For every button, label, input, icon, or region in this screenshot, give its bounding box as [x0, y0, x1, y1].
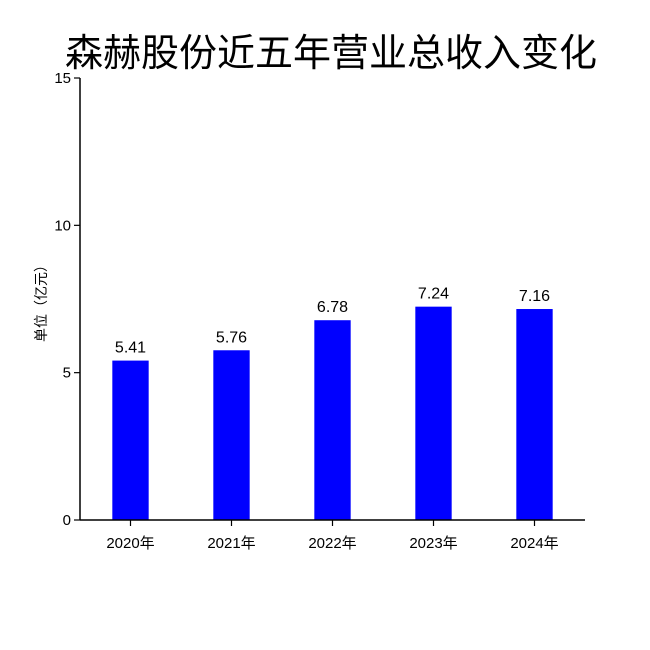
y-tick-label: 0 [63, 512, 71, 529]
y-tick-label: 15 [54, 70, 71, 87]
x-tick-label: 2023年 [409, 535, 457, 552]
bar [213, 350, 250, 520]
plot-area: 0 5 10 15 5.41 2020年 5.76 2021年 6.78 2022年 7.24 202… [54, 70, 558, 552]
bar-value-label: 6.78 [317, 299, 348, 316]
x-tick-label: 2020年 [106, 535, 154, 552]
bar-value-label: 5.76 [216, 329, 247, 346]
bar-value-label: 5.41 [115, 340, 146, 357]
bar-value-label: 7.24 [418, 286, 449, 303]
chart-title: 森赫股份近五年营业总收入变化 [65, 31, 597, 75]
y-tick-label: 10 [54, 217, 71, 234]
bar [314, 320, 351, 520]
x-tick-label: 2021年 [207, 535, 255, 552]
x-tick-label: 2022年 [308, 535, 356, 552]
bar [415, 306, 452, 520]
bar [516, 309, 553, 520]
bar [112, 360, 149, 520]
x-tick-label: 2024年 [510, 535, 558, 552]
y-axis-label: 单位（亿元） [34, 258, 50, 342]
bar-value-label: 7.16 [519, 288, 550, 305]
y-tick-label: 5 [63, 365, 71, 382]
